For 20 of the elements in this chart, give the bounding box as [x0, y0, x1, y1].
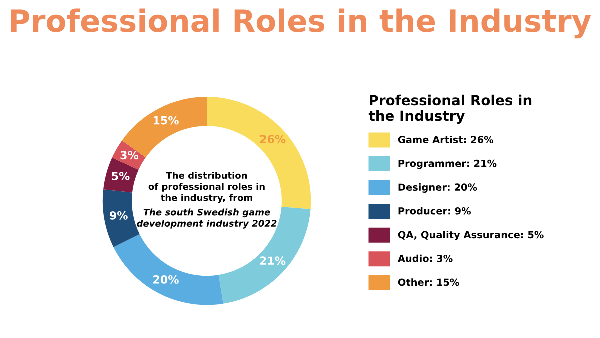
legend-title: Professional Roles in the Industry — [368, 94, 532, 124]
legend-label: Other: 15% — [398, 278, 460, 286]
donut-slice — [114, 234, 224, 306]
data-label: 21% — [260, 256, 286, 266]
legend-label: Producer: 9% — [398, 207, 472, 215]
data-label: 9% — [110, 211, 128, 220]
data-label: 26% — [260, 135, 286, 144]
text: The distribution of professional roles in the industry, from — [148, 172, 265, 204]
donut-slice — [122, 97, 207, 158]
chart-title: Professional Roles in the Industry — [11, 8, 592, 39]
data-label: 15% — [154, 116, 179, 125]
legend-label: Designer: 20% — [398, 184, 478, 193]
data-label: 5% — [112, 172, 130, 180]
legend-label: Game Artist: 26% — [398, 136, 494, 144]
text: The south Swedish game development industry 2022 — [137, 208, 277, 229]
data-label: 3% — [120, 151, 139, 160]
legend-label: Programmer: 21% — [398, 160, 497, 170]
data-label: 20% — [154, 276, 179, 284]
legend-label: Audio: 3% — [398, 254, 453, 262]
legend-label: QA, Quality Assurance: 5% — [398, 231, 544, 241]
